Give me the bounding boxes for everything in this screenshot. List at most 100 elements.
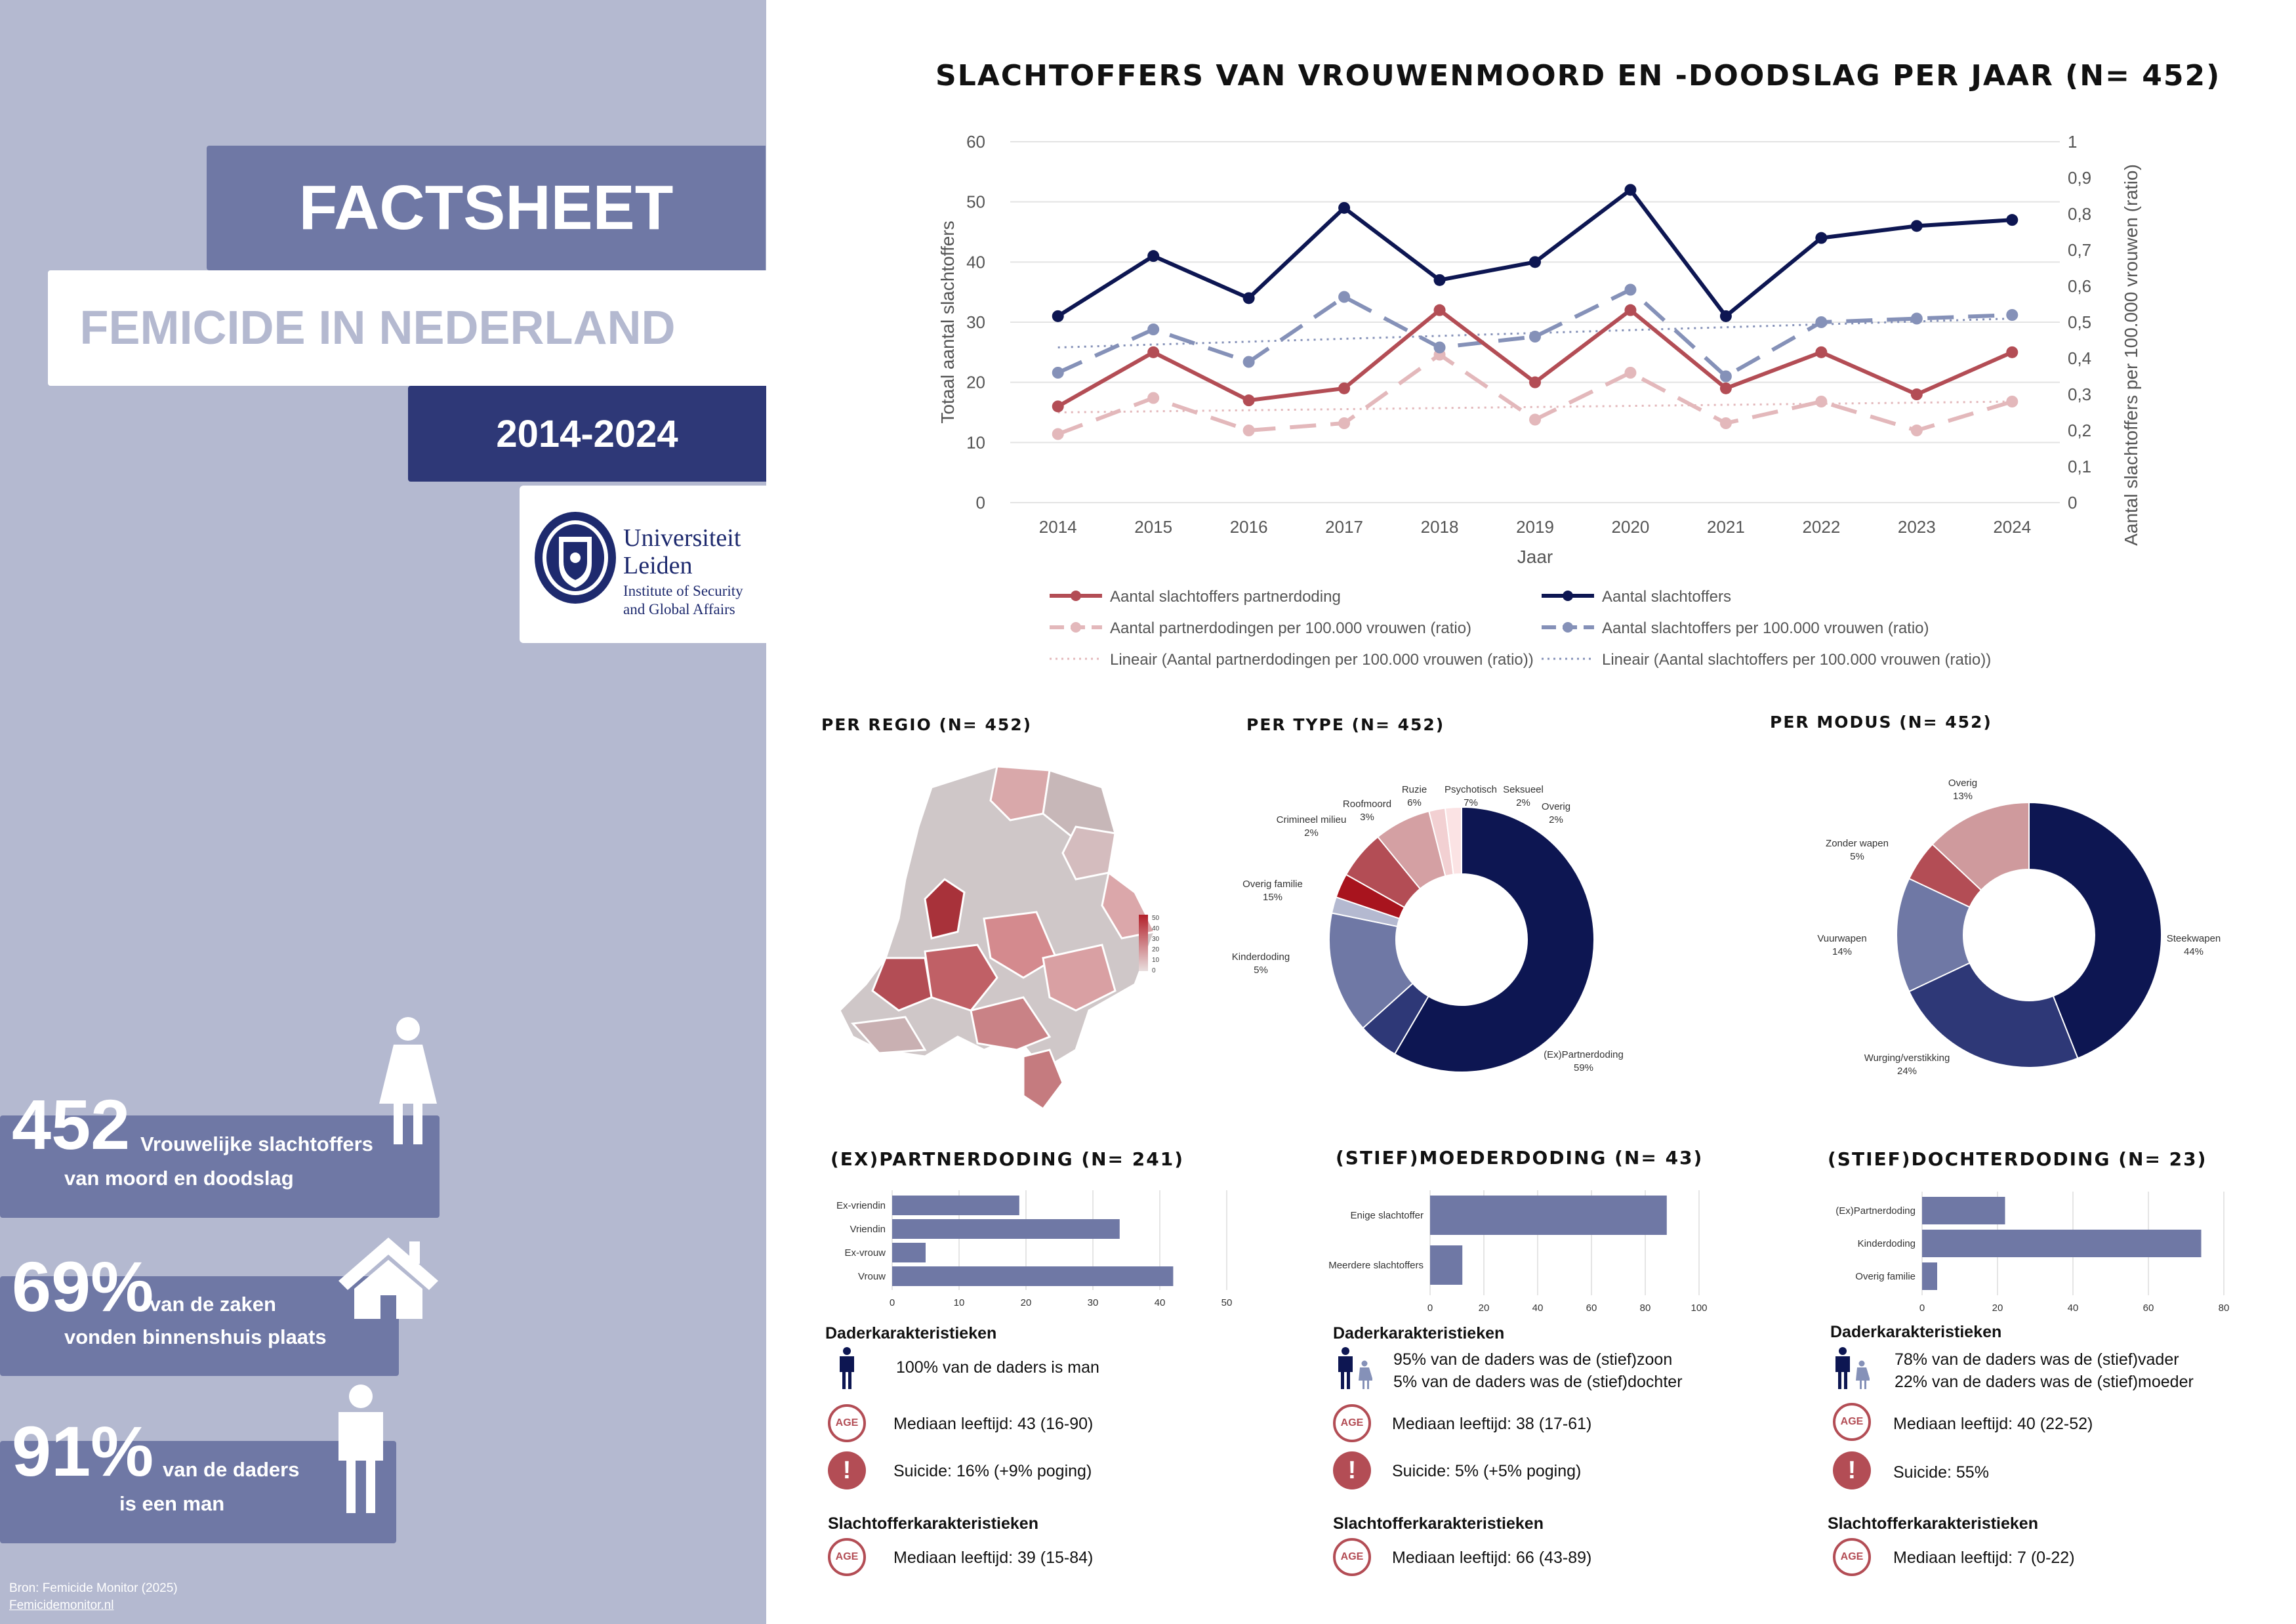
bar-category-label: Vrouw (858, 1271, 886, 1282)
age-icon: AGE (1333, 1538, 1371, 1576)
y-tick-label: 60 (966, 132, 985, 152)
map-region (871, 957, 933, 1012)
data-point (1242, 292, 1255, 304)
bar-category-label: (Ex)Partnerdoding (1835, 1205, 1916, 1217)
data-point (1529, 331, 1541, 343)
slice-value: 15% (1263, 892, 1282, 903)
slice-label: Wurging/verstikking (1864, 1052, 1950, 1064)
map-region (989, 765, 1051, 822)
series-line (1057, 400, 2013, 413)
perpetrator-line1: 100% van de daders is man (896, 1358, 1099, 1377)
data-point (2006, 396, 2019, 407)
data-point (1147, 250, 1160, 262)
x-tick-label: 20 (1992, 1302, 2003, 1312)
map-region (1022, 1049, 1064, 1111)
x-tick-label: 20 (1021, 1297, 1032, 1308)
bar (1922, 1197, 2005, 1224)
bar-category-label: Ex-vrouw (844, 1247, 886, 1259)
map-region (983, 911, 1057, 979)
data-point (1719, 310, 1732, 322)
age-icon: AGE (1833, 1403, 1871, 1441)
donut-slice (1931, 801, 2030, 891)
x-tick-label: 2015 (1134, 517, 1172, 537)
x-tick-label: 2023 (1898, 517, 1936, 537)
partner-bar-title: (EX)PARTNERDODING (N= 241) (830, 1148, 1185, 1170)
y-tick-label: 50 (966, 192, 985, 212)
page-subtitle: FEMICIDE IN NEDERLAND (48, 270, 766, 386)
slice-value: 13% (1953, 791, 1973, 802)
data-point (1624, 367, 1637, 379)
data-point (1147, 392, 1160, 404)
stat-victims-text1: Vrouwelijke slachtoffers (140, 1133, 373, 1156)
man-icon (338, 1385, 383, 1513)
data-point (1338, 382, 1351, 394)
bar-category-label: Ex-vriendin (836, 1200, 886, 1211)
y2-tick-label: 0,3 (2068, 385, 2091, 404)
slice-label: Psychotisch (1445, 784, 1497, 795)
data-point (1529, 413, 1541, 426)
perpetrator-line2: 22% van de daders was de (stief)moeder (1895, 1373, 2194, 1391)
map-legend: 50 40 30 20 10 0 (1139, 915, 1160, 974)
y-tick-label: 30 (966, 312, 985, 332)
map-region (924, 878, 966, 940)
series-line (1057, 287, 2013, 379)
woman-icon (379, 1017, 437, 1144)
stat-male-text1: van de daders (163, 1458, 300, 1481)
data-point (1052, 367, 1064, 379)
data-point (1052, 400, 1064, 413)
x-tick-label: 60 (1586, 1302, 1597, 1312)
y2-tick-label: 1 (2068, 132, 2077, 152)
slice-label: Overig (1948, 778, 1977, 789)
data-point (1433, 341, 1446, 354)
slice-label: Roofmoord (1343, 799, 1391, 810)
source-link[interactable]: Femicidemonitor.nl (9, 1598, 114, 1612)
age-icon: AGE (828, 1538, 866, 1576)
x-tick-label: 80 (1640, 1302, 1651, 1312)
x-tick-label: 2021 (1707, 517, 1745, 537)
type-donut-chart: (Ex)Partnerdoding 59% Kinderdoding 5% Overig… (1232, 784, 1624, 1073)
x-tick-label: 2018 (1421, 517, 1459, 537)
legend-label: Aantal slachtoffers per 100.000 vrouwen … (1602, 619, 1929, 637)
bar-category-label: Enige slachtoffer (1351, 1210, 1424, 1221)
legend-marker (1071, 591, 1081, 601)
slice-label: Steekwapen (2167, 933, 2221, 944)
perpetrator-line1: 78% van de daders was de (stief)vader (1895, 1350, 2179, 1369)
bar-category-label: Meerdere slachtoffers (1328, 1260, 1424, 1271)
man-icon (840, 1347, 854, 1389)
map-title: PER REGIO (N= 452) (821, 715, 1033, 734)
legend-marker (1563, 622, 1573, 633)
factsheet-title: FACTSHEET (207, 146, 766, 270)
victim-heading: Slachtofferkarakteristieken (828, 1514, 1038, 1533)
y2-tick-label: 0 (2068, 493, 2077, 512)
age-icon: AGE (1833, 1538, 1871, 1576)
mother-bar-title: (STIEF)MOEDERDODING (N= 43) (1336, 1147, 1704, 1169)
x-tick-label: 2024 (1993, 517, 2031, 537)
median-age: Mediaan leeftijd: 38 (17-61) (1392, 1415, 1592, 1433)
y-tick-label: 20 (966, 373, 985, 392)
stat-indoors-text2: vonden binnenshuis plaats (64, 1325, 327, 1348)
stat-male-number: 91% (12, 1411, 154, 1491)
logo-line2: Leiden (623, 552, 693, 579)
data-point (1242, 356, 1255, 368)
data-point (1433, 304, 1446, 316)
data-point (1433, 274, 1446, 286)
y-tick-label: 0 (976, 493, 985, 512)
data-point (1910, 425, 1923, 436)
donut-slice (2028, 801, 2162, 1060)
data-point (1719, 382, 1732, 394)
x-tick-label: 40 (1532, 1302, 1544, 1312)
slice-value: 14% (1832, 946, 1852, 957)
logo-line1: Universiteit (623, 524, 741, 552)
stat-indoors-number: 69% (12, 1247, 154, 1326)
house-icon (338, 1238, 438, 1319)
slice-value: 24% (1897, 1066, 1917, 1077)
y2-tick-label: 0,2 (2068, 421, 2091, 440)
x-tick-label: 2014 (1039, 517, 1077, 537)
legend-marker (1071, 622, 1081, 633)
bar (892, 1243, 926, 1262)
map-region (1061, 825, 1117, 881)
bar (1922, 1230, 2202, 1257)
warning-icon: ! (828, 1451, 866, 1489)
line-chart-title: SLACHTOFFERS VAN VROUWENMOORD EN -DOODSL… (935, 59, 2221, 93)
perpetrator-line1: 95% van de daders was de (stief)zoon (1393, 1350, 1673, 1369)
